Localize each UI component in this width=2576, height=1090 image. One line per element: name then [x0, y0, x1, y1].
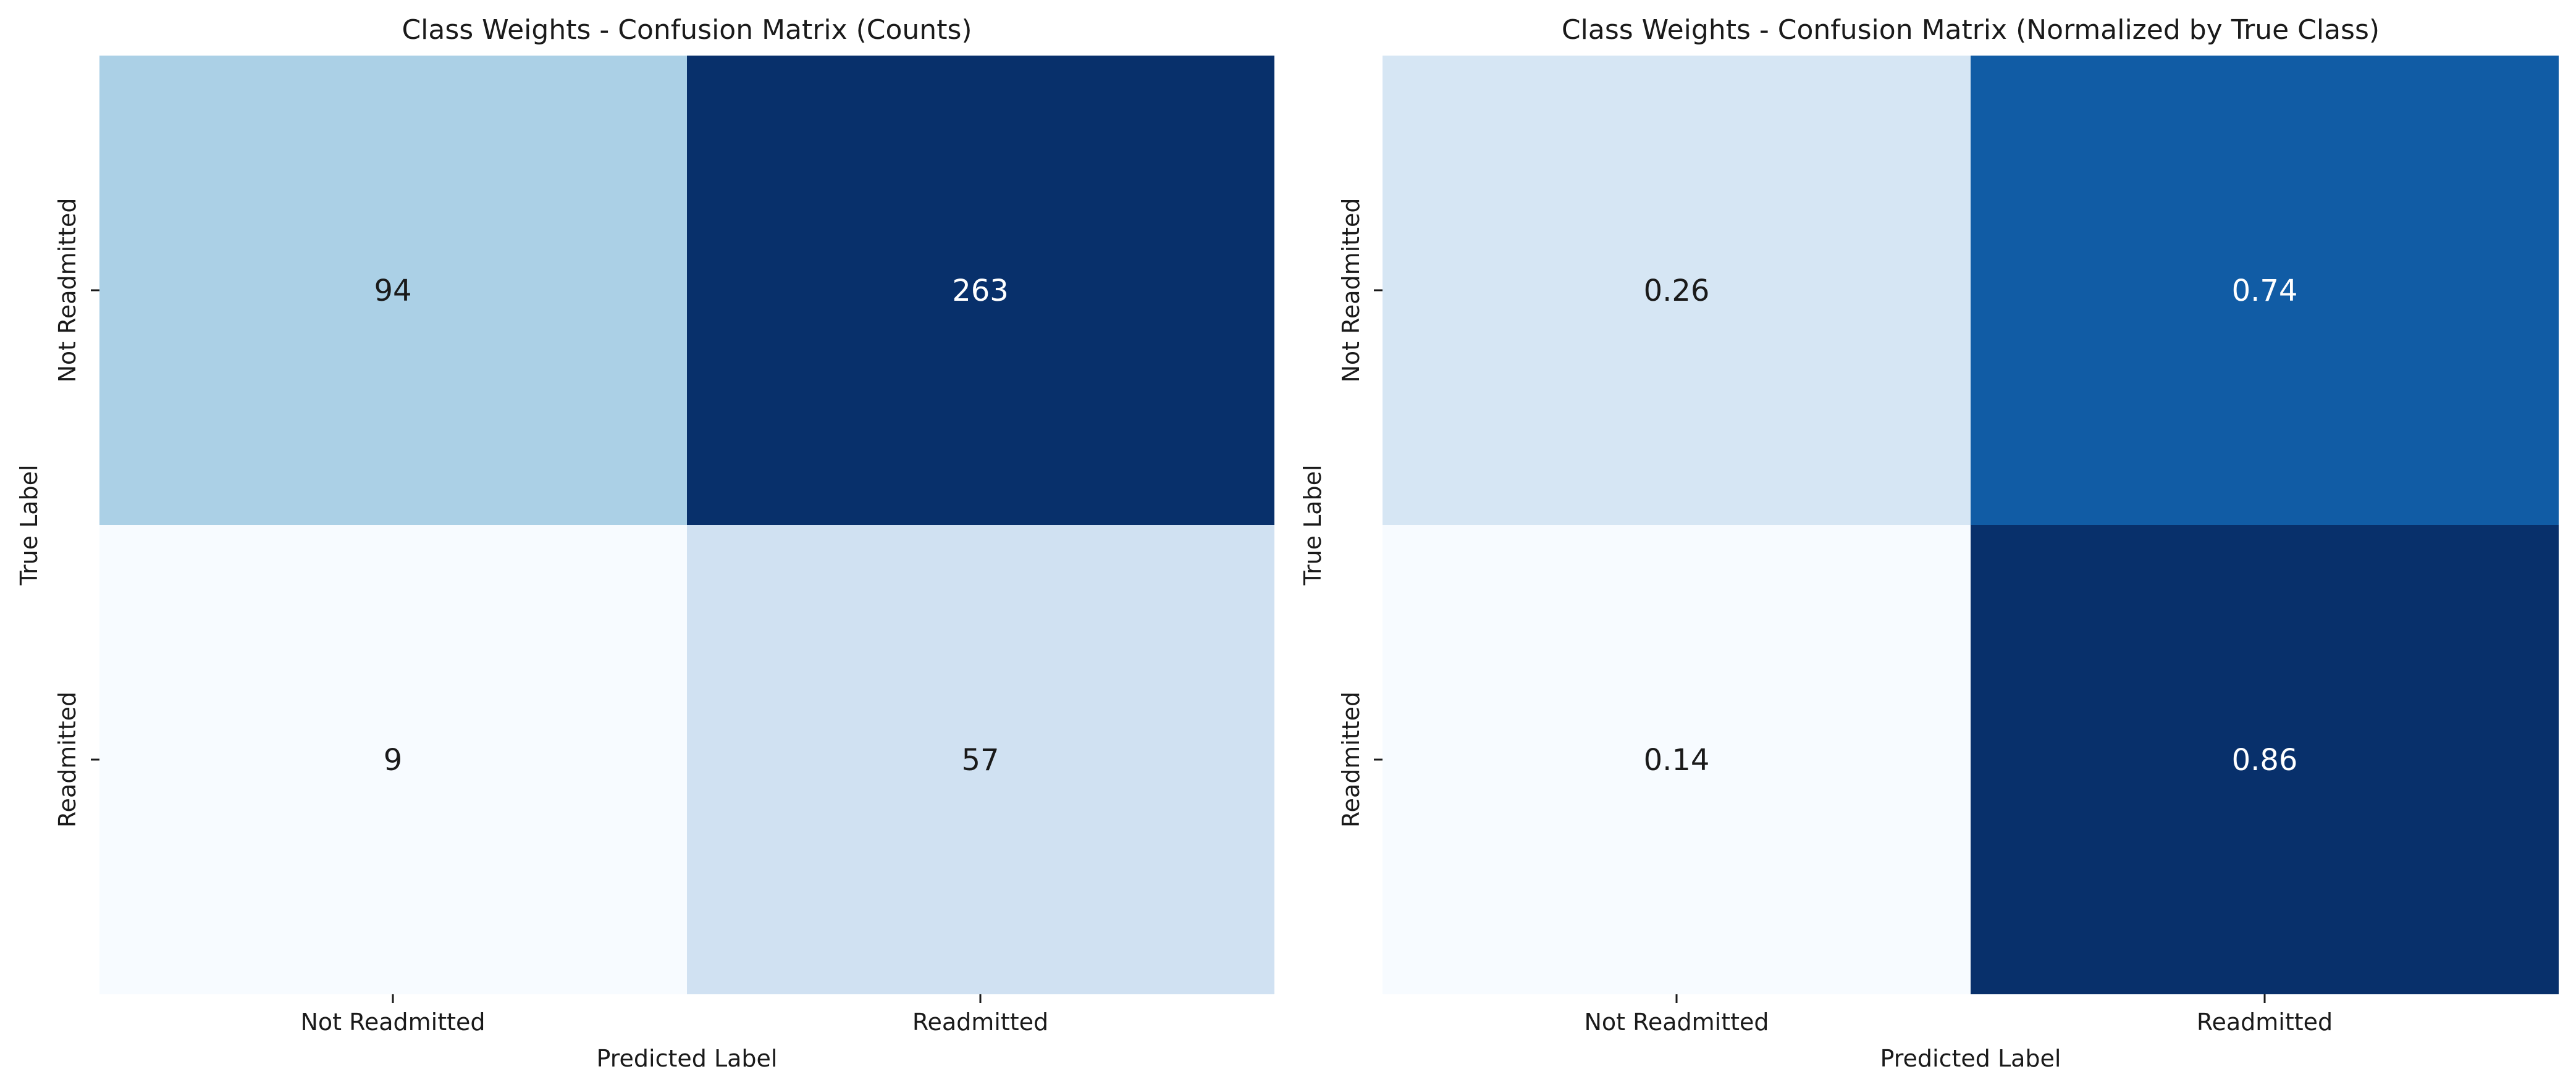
heatmap-cells-counts	[99, 56, 1274, 994]
y-axis-normalized: Not Readmitted Readmitted True Label	[1299, 198, 1383, 828]
x-axis-counts: Not Readmitted Readmitted Predicted Labe…	[300, 994, 1048, 1072]
x-axis-normalized: Not Readmitted Readmitted Predicted Labe…	[1584, 994, 2333, 1072]
y-tick-label: Readmitted	[54, 692, 81, 828]
cell-value-label: 0.74	[2232, 274, 2298, 308]
heatmap-cell	[1383, 525, 1971, 994]
y-axis-counts: Not Readmitted Readmitted True Label	[15, 198, 99, 828]
cell-value-label: 0.86	[2232, 743, 2298, 778]
heatmap-cells-normalized	[1383, 56, 2559, 994]
heatmap-cell	[687, 56, 1274, 525]
x-tick-label: Not Readmitted	[1584, 1008, 1769, 1036]
heatmap-cell	[99, 56, 687, 525]
y-tick-label: Not Readmitted	[54, 198, 81, 382]
panel-normalized: Class Weights - Confusion Matrix (Normal…	[1299, 14, 2559, 1072]
chart-title-counts: Class Weights - Confusion Matrix (Counts…	[402, 14, 972, 46]
cell-labels-counts: 94 263 9 57	[374, 274, 1008, 778]
x-tick-label: Not Readmitted	[300, 1008, 485, 1036]
y-tick-label: Readmitted	[1337, 692, 1365, 828]
x-axis-label: Predicted Label	[597, 1045, 778, 1072]
heatmap-cell	[1383, 56, 1971, 525]
x-axis-label: Predicted Label	[1880, 1045, 2061, 1072]
cell-labels-normalized: 0.26 0.74 0.14 0.86	[1644, 274, 2298, 778]
chart-title-normalized: Class Weights - Confusion Matrix (Normal…	[1562, 14, 2380, 46]
heatmap-cell	[687, 525, 1274, 994]
x-tick-label: Readmitted	[2197, 1008, 2333, 1036]
cell-value-label: 0.26	[1644, 274, 1710, 308]
heatmap-cell	[99, 525, 687, 994]
panel-counts: Class Weights - Confusion Matrix (Counts…	[15, 14, 1274, 1072]
heatmap-cell	[1971, 56, 2559, 525]
cell-value-label: 94	[374, 274, 411, 308]
y-axis-label: True Label	[1299, 464, 1326, 585]
cell-value-label: 9	[384, 743, 403, 778]
y-axis-label: True Label	[15, 464, 43, 585]
cell-value-label: 0.14	[1644, 743, 1710, 778]
cell-value-label: 263	[952, 274, 1009, 308]
heatmap-cell	[1971, 525, 2559, 994]
y-tick-label: Not Readmitted	[1337, 198, 1365, 382]
cell-value-label: 57	[961, 743, 999, 778]
x-tick-label: Readmitted	[912, 1008, 1048, 1036]
